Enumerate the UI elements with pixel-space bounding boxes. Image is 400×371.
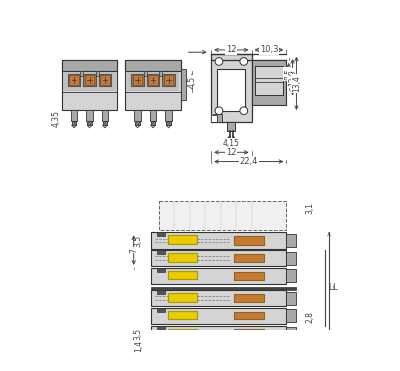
Bar — [100, 75, 110, 85]
Bar — [286, 234, 296, 247]
Bar — [151, 268, 286, 284]
Bar — [71, 110, 77, 121]
Bar — [62, 60, 118, 110]
Bar — [151, 232, 286, 249]
Bar — [286, 327, 296, 340]
Bar — [157, 290, 165, 294]
Bar — [103, 121, 107, 125]
Text: 12: 12 — [226, 45, 237, 55]
Bar — [213, 114, 222, 122]
Bar — [286, 252, 296, 265]
Text: 10,3: 10,3 — [260, 45, 278, 55]
Bar — [125, 60, 181, 110]
Bar — [211, 115, 218, 122]
Bar — [144, 72, 147, 76]
Bar — [168, 329, 197, 337]
Bar — [134, 110, 141, 121]
Bar — [80, 72, 83, 76]
Bar — [211, 54, 252, 122]
Bar — [157, 232, 165, 236]
Bar — [168, 271, 197, 279]
Text: L: L — [332, 283, 337, 292]
Bar — [62, 60, 118, 71]
Bar — [166, 121, 171, 125]
Text: 22,4: 22,4 — [240, 157, 258, 166]
Bar — [135, 121, 140, 125]
Bar — [286, 269, 296, 282]
Bar — [157, 268, 165, 272]
Text: 8,5: 8,5 — [284, 68, 293, 80]
Bar — [85, 75, 94, 85]
Bar — [164, 75, 173, 85]
Bar — [234, 236, 264, 245]
Bar — [168, 236, 197, 244]
Text: 1,4: 1,4 — [134, 340, 143, 352]
Bar — [63, 72, 116, 91]
Bar — [166, 110, 172, 121]
Bar — [228, 122, 235, 131]
Bar — [159, 72, 162, 76]
Text: 4,35: 4,35 — [52, 110, 61, 127]
Bar — [151, 287, 296, 290]
Bar — [151, 290, 286, 306]
Bar — [151, 250, 286, 266]
Text: 12,9: 12,9 — [288, 69, 297, 86]
Bar — [211, 115, 218, 122]
Bar — [86, 110, 93, 121]
Text: 3,5: 3,5 — [134, 328, 143, 340]
Bar — [131, 74, 144, 86]
Bar — [286, 292, 296, 305]
Bar — [72, 121, 76, 125]
Bar — [69, 75, 79, 85]
Bar — [162, 74, 175, 86]
Bar — [102, 110, 108, 121]
Bar — [99, 74, 111, 86]
Bar — [234, 329, 264, 338]
Bar — [286, 309, 296, 322]
Text: 13,4: 13,4 — [292, 75, 301, 92]
Bar — [127, 72, 180, 91]
Bar — [87, 121, 92, 125]
Text: L₁: L₁ — [328, 283, 336, 292]
Bar — [158, 201, 286, 230]
Text: 12: 12 — [226, 148, 237, 157]
Bar — [234, 272, 264, 280]
Bar — [168, 253, 197, 262]
Bar — [96, 72, 99, 76]
Bar — [151, 121, 155, 125]
Bar — [168, 293, 197, 302]
Bar — [255, 66, 282, 95]
Bar — [218, 69, 245, 111]
Text: 3,1: 3,1 — [305, 202, 314, 214]
Bar — [133, 75, 142, 85]
Circle shape — [215, 107, 223, 115]
Bar — [234, 312, 264, 319]
Bar — [252, 60, 286, 105]
Bar — [234, 294, 264, 302]
Bar — [157, 326, 165, 329]
Bar — [168, 311, 197, 319]
Bar — [150, 110, 156, 121]
Bar — [157, 308, 165, 312]
Circle shape — [215, 58, 223, 65]
Text: 4,5: 4,5 — [187, 75, 196, 88]
Text: 2,8: 2,8 — [305, 311, 314, 323]
Circle shape — [240, 58, 248, 65]
Text: 7: 7 — [129, 248, 138, 253]
Bar — [68, 74, 80, 86]
Bar — [125, 60, 181, 71]
Text: 3,5: 3,5 — [134, 234, 143, 247]
Bar — [151, 326, 286, 342]
Bar — [151, 308, 286, 324]
Bar — [157, 250, 165, 254]
Text: 4,15: 4,15 — [222, 139, 239, 148]
Bar — [181, 69, 186, 100]
Bar — [83, 74, 96, 86]
Circle shape — [240, 107, 248, 115]
Bar — [147, 74, 159, 86]
Bar — [148, 75, 158, 85]
Bar — [234, 254, 264, 262]
